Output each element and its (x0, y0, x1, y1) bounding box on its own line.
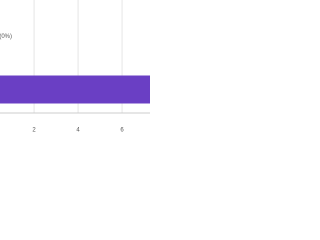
bar (0, 75, 150, 104)
x-tick-label: 4 (76, 128, 80, 134)
page: {"chart_data": {"type": "bar", "orientat… (0, 0, 150, 150)
x-tick-label: 2 (32, 128, 36, 134)
y-tick-label: g(0%) (0, 34, 12, 40)
plot-area: 2 4 6 g(0%) (0, 0, 150, 134)
chart: 2 4 6 g(0%) (0, 0, 150, 134)
x-tick-label: 6 (120, 128, 124, 134)
